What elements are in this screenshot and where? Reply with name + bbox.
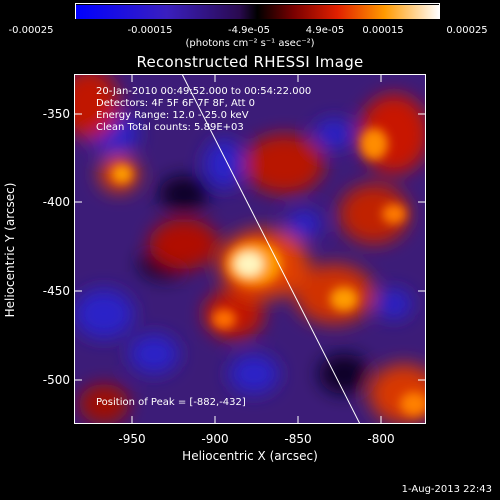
energy-range: Energy Range: 12.0 - 25.0 keV [96,110,249,121]
y-tick: -400 [42,195,70,209]
rhessi-map [74,74,426,424]
colorbar-unit: (photons cm⁻² s⁻¹ asec⁻²) [185,38,315,49]
colorbar-tick: -0.00015 [127,25,173,36]
colorbar-tick: 0.00015 [362,25,404,36]
rhessi-image [74,74,426,424]
clean-counts: Clean Total counts: 5.89E+03 [96,122,244,133]
detectors: Detectors: 4F 5F 6F 7F 8F, Att 0 [96,98,256,109]
y-tick: -350 [42,107,70,121]
y-tick: -500 [42,373,70,387]
y-tick: -450 [42,284,70,298]
peak-position: Position of Peak = [-882,-432] [96,397,246,408]
colorbar-tick: 0.00025 [446,25,488,36]
y-axis-label: Heliocentric Y (arcsec) [3,182,17,318]
timestamp: 1-Aug-2013 22:43 [401,484,492,495]
x-tick: -900 [201,432,229,446]
x-axis-label: Heliocentric X (arcsec) [182,449,318,463]
colorbar-gradient [76,5,439,19]
colorbar [75,3,440,19]
x-tick: -850 [284,432,312,446]
time-range: 20-Jan-2010 00:49:52.000 to 00:54:22.000 [96,86,312,97]
colorbar-tick: -4.9e-05 [228,25,270,36]
colorbar-tick: 4.9e-05 [305,25,345,36]
colorbar-tick: -0.00025 [8,25,54,36]
x-tick: -950 [118,432,146,446]
x-tick: -800 [367,432,395,446]
image-title: Reconstructed RHESSI Image [136,53,364,71]
